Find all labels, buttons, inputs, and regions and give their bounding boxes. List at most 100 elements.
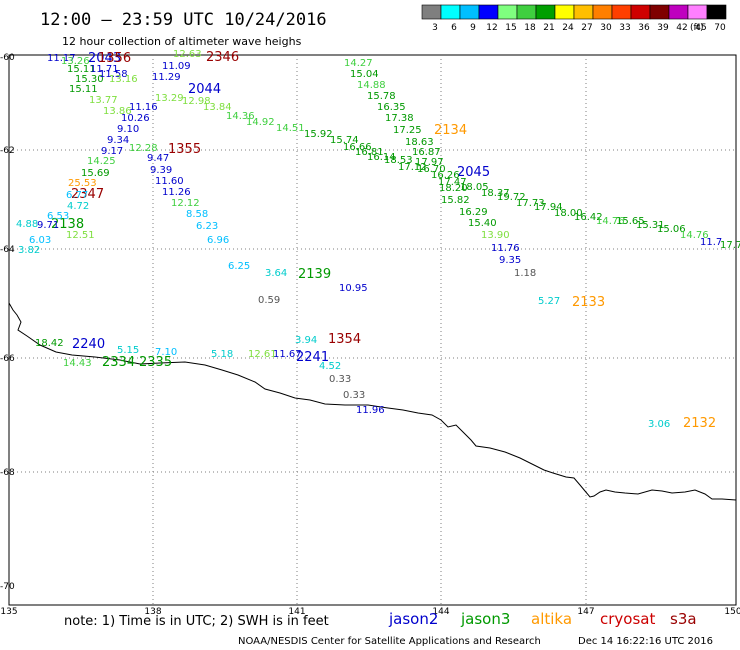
legend-s3a: s3a (670, 610, 697, 628)
pass-time-label: 2241 (296, 350, 329, 365)
swh-value-label: 15.11 (67, 64, 96, 75)
swh-value-label: 16.87 (412, 147, 441, 158)
colorbar-tick-label: 15 (505, 23, 516, 33)
colorbar-tick-label: 27 (581, 23, 592, 33)
swh-value-label: 0.33 (329, 374, 351, 385)
swh-value-label: 15.69 (81, 168, 110, 179)
swh-value-label: 11.17 (47, 53, 76, 64)
swh-value-label: 18.42 (35, 338, 64, 349)
legend-jason2: jason2 (388, 610, 438, 628)
swh-value-label: 3.82 (18, 245, 40, 256)
swh-value-label: 10.95 (339, 283, 368, 294)
legend-altika: altika (531, 610, 572, 628)
pass-time-label: 2043 (88, 51, 121, 66)
swh-value-label: 5.18 (211, 349, 233, 360)
colorbar-swatch (630, 4, 651, 20)
swh-value-label: 17.73 (516, 198, 545, 209)
longitude-label: 141 (288, 607, 305, 617)
swh-value-label: 14.36 (226, 111, 255, 122)
swh-value-label: 6.77 (66, 190, 88, 201)
colorbar-swatch (573, 4, 594, 20)
swh-value-label: 17.75 (720, 240, 740, 251)
swh-value-label: 11.67 (273, 349, 302, 360)
swh-value-label: 25.53 (68, 178, 97, 189)
swh-value-label: 16.66 (343, 142, 372, 153)
swh-value-label: 13.90 (481, 230, 510, 241)
swh-value-label: 9.47 (147, 153, 169, 164)
colorbar-tick-label: 33 (619, 23, 630, 33)
swh-value-label: 18.20 (439, 183, 468, 194)
colorbar-swatch (687, 4, 708, 20)
swh-value-label: 13.29 (155, 93, 184, 104)
swh-value-label: 15.40 (468, 218, 497, 229)
longitude-label: 135 (0, 607, 17, 617)
colorbar-swatch (478, 4, 499, 20)
swh-value-label: 17.97 (415, 157, 444, 168)
swh-value-label: 12.61 (248, 349, 277, 360)
swh-value-label: 8.58 (186, 209, 208, 220)
swh-value-label: 17.38 (385, 113, 414, 124)
colorbar-tick-label: 21 (543, 23, 554, 33)
swh-value-label: 14.88 (357, 80, 386, 91)
generated-timestamp: Dec 14 16:22:16 UTC 2016 (578, 636, 713, 647)
colorbar-tick-label: 30 (600, 23, 612, 33)
swh-value-label: 9.17 (101, 146, 123, 157)
swh-value-label: 14.27 (344, 58, 373, 69)
colorbar-tick-label: 9 (470, 23, 476, 33)
swh-value-label: 15.78 (367, 91, 396, 102)
swh-value-label: 17.25 (393, 125, 422, 136)
swh-value-label: 17.12 (398, 162, 427, 173)
units-note: note: 1) Time is in UTC; 2) SWH is in fe… (64, 614, 329, 629)
swh-value-label: 3.06 (648, 419, 670, 430)
swh-value-label: 13.84 (203, 102, 232, 113)
pass-time-label: 2240 (72, 337, 105, 352)
colorbar-swatch (440, 4, 461, 20)
latitude-label: -60 (0, 53, 15, 63)
swh-value-label: 15.30 (75, 74, 104, 85)
swh-value-label: 6.25 (228, 261, 250, 272)
swh-value-label: 0.33 (343, 390, 365, 401)
swh-value-label: 11.96 (356, 405, 385, 416)
pass-time-label: 1354 (328, 332, 361, 347)
swh-value-label: 15.06 (657, 224, 686, 235)
swh-value-label: 9.35 (499, 255, 521, 266)
colorbar-swatch (421, 4, 442, 20)
colorbar-tick-label: 6 (451, 23, 457, 33)
colorbar-tick-label: 70 (714, 23, 726, 33)
swh-value-label: 18.00 (554, 208, 583, 219)
colorbar-swatch (535, 4, 556, 20)
colorbar-tick-label: 18 (524, 23, 536, 33)
legend-cryosat: cryosat (600, 610, 655, 628)
latitude-label: -70 (0, 582, 15, 592)
swh-value-label: 18.53 (384, 155, 413, 166)
swh-value-label: 12.98 (182, 96, 211, 107)
swh-value-label: 19.72 (497, 192, 526, 203)
pass-time-label: 1355 (168, 142, 201, 157)
colorbar-unit-label: (ft) (690, 23, 704, 33)
swh-value-label: 12.28 (129, 143, 158, 154)
swh-value-label: 14.25 (87, 156, 116, 167)
swh-value-label: 11.76 (491, 243, 520, 254)
swh-value-label: 11.26 (162, 187, 191, 198)
swh-value-label: 17.47 (438, 177, 467, 188)
swh-value-label: 3.64 (265, 268, 287, 279)
swh-value-label: 10.26 (121, 113, 150, 124)
swh-value-label: 12.51 (66, 230, 95, 241)
swh-value-label: 18.63 (405, 137, 434, 148)
pass-time-label: 2044 (188, 82, 221, 97)
latitude-label: -64 (0, 245, 15, 255)
swh-value-label: 3.94 (295, 335, 317, 346)
map-frame (8, 54, 737, 606)
swh-value-label: 15.11 (69, 84, 98, 95)
longitude-label: 144 (432, 607, 449, 617)
swh-value-label: 1.18 (514, 268, 536, 279)
colorbar-tick-label: 45 (695, 23, 706, 33)
pass-time-label: 2346 (206, 50, 239, 65)
latitude-labels: -60 -62 -64 -66 -68 -70 (0, 53, 15, 592)
swh-value-label: 11.09 (162, 61, 191, 72)
swh-value-label: 16.42 (574, 212, 603, 223)
map-subtitle: 12 hour collection of altimeter wave hei… (62, 35, 302, 48)
swh-value-label: 16.29 (459, 207, 488, 218)
swh-value-label: 11.58 (99, 69, 128, 80)
